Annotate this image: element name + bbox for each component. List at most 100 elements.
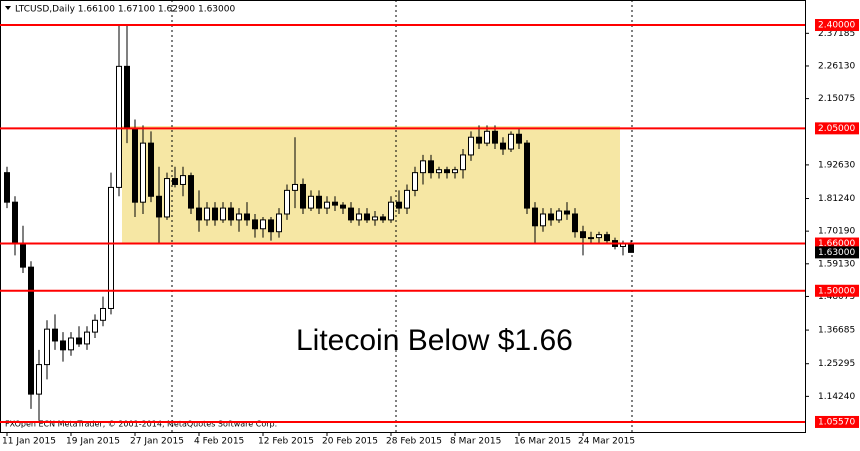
candle-body bbox=[556, 210, 562, 221]
candle-body bbox=[500, 142, 506, 150]
candle-body bbox=[172, 178, 178, 185]
candle-body bbox=[508, 133, 514, 150]
candle-body bbox=[92, 319, 98, 333]
level-label-box bbox=[815, 122, 859, 135]
candle-body bbox=[228, 207, 234, 221]
candle-body bbox=[196, 207, 202, 221]
candle-body bbox=[124, 65, 130, 129]
current-price-label: 1.63000 bbox=[818, 248, 855, 258]
candle-body bbox=[436, 169, 442, 174]
candle-body bbox=[36, 364, 42, 395]
candle-body bbox=[404, 189, 410, 209]
candle-body bbox=[12, 201, 18, 245]
candle-body bbox=[572, 213, 578, 233]
candle-body bbox=[396, 201, 402, 209]
candle-body bbox=[444, 169, 450, 174]
candle-body bbox=[116, 65, 122, 188]
candle-body bbox=[468, 136, 474, 156]
candle-body bbox=[380, 216, 386, 221]
candle-body bbox=[292, 183, 298, 191]
candle-body bbox=[564, 210, 570, 215]
y-tick-label: 2.15075 bbox=[818, 94, 855, 104]
y-tick-label: 1.25295 bbox=[818, 359, 855, 369]
y-tick-label: 1.81240 bbox=[818, 194, 855, 204]
candle-body bbox=[76, 337, 82, 345]
candle-body bbox=[284, 189, 290, 215]
level-label-box bbox=[815, 19, 859, 32]
candle-body bbox=[452, 169, 458, 174]
candle-body bbox=[188, 175, 194, 209]
candle-body bbox=[492, 130, 498, 144]
candle-body bbox=[428, 160, 434, 174]
candle-body bbox=[340, 204, 346, 209]
candle-body bbox=[324, 201, 330, 209]
candle-body bbox=[300, 183, 306, 209]
candle-body bbox=[244, 213, 250, 221]
level-label: 1.66000 bbox=[818, 239, 855, 249]
candle-body bbox=[484, 130, 490, 144]
header: LTCUSD,Daily 1.66100 1.67100 1.62900 1.6… bbox=[15, 5, 235, 15]
footer: FXOpen ECN MetaTrader, © 2001-2014, Meta… bbox=[5, 420, 277, 429]
candle-body bbox=[132, 127, 138, 203]
candle-body bbox=[156, 195, 162, 218]
y-tick-label: 2.37185 bbox=[818, 29, 855, 39]
candle-body bbox=[252, 219, 258, 230]
y-tick-label: 1.92630 bbox=[818, 160, 855, 170]
x-tick-label: 16 Mar 2015 bbox=[514, 437, 571, 447]
candle-body bbox=[28, 266, 34, 395]
level-label: 1.05570 bbox=[818, 417, 855, 427]
candle-body bbox=[356, 213, 362, 221]
candle-body bbox=[628, 242, 634, 253]
candle-body bbox=[604, 234, 610, 242]
plot-frame bbox=[0, 0, 806, 433]
candle-body bbox=[316, 195, 322, 209]
candle-body bbox=[372, 216, 378, 221]
x-tick-label: 12 Feb 2015 bbox=[258, 437, 314, 447]
y-tick-label: 1.36685 bbox=[818, 326, 855, 336]
candle-body bbox=[4, 172, 10, 203]
candle-body bbox=[140, 142, 146, 203]
level-label-box bbox=[815, 284, 859, 297]
x-tick-label: 24 Mar 2015 bbox=[578, 437, 635, 447]
candle-body bbox=[540, 213, 546, 227]
candle-body bbox=[68, 337, 74, 351]
plot bbox=[4, 25, 634, 421]
current-price-box bbox=[815, 246, 859, 259]
candle-body bbox=[524, 142, 530, 209]
x-tick-label: 27 Jan 2015 bbox=[130, 437, 184, 447]
y-tick-label: 1.48075 bbox=[818, 292, 855, 302]
candle-body bbox=[148, 142, 154, 197]
candle-body bbox=[516, 133, 522, 144]
x-tick-label: 11 Jan 2015 bbox=[2, 437, 56, 447]
candle-body bbox=[348, 207, 354, 221]
candle-body bbox=[420, 160, 426, 174]
x-tick-label: 20 Feb 2015 bbox=[322, 437, 378, 447]
candle-body bbox=[580, 231, 586, 239]
y-tick-label: 1.14240 bbox=[818, 392, 855, 402]
y-tick-label: 2.26130 bbox=[818, 61, 855, 71]
level-label-box bbox=[815, 415, 859, 428]
candle-body bbox=[308, 195, 314, 209]
candle-body bbox=[260, 219, 266, 230]
x-tick-label: 28 Feb 2015 bbox=[386, 437, 442, 447]
candle-body bbox=[460, 154, 466, 171]
candle-body bbox=[276, 213, 282, 233]
candle-body bbox=[220, 207, 226, 221]
candle-body bbox=[100, 307, 106, 321]
y-tick-label: 1.70190 bbox=[818, 227, 855, 237]
candle-body bbox=[476, 136, 482, 144]
candle-body bbox=[84, 331, 90, 345]
candle-body bbox=[108, 186, 114, 309]
candle-body bbox=[44, 328, 50, 366]
candle-body bbox=[52, 328, 58, 342]
annotation: Litecoin Below $1.66 bbox=[296, 324, 573, 357]
level-label: 2.40000 bbox=[818, 21, 855, 31]
level-label: 2.05000 bbox=[818, 124, 855, 134]
candle-body bbox=[364, 213, 370, 221]
menu-icon[interactable] bbox=[5, 6, 11, 10]
level-label: 1.50000 bbox=[818, 286, 855, 296]
y-tick-label: 1.59130 bbox=[818, 259, 855, 269]
candle-body bbox=[412, 172, 418, 191]
candle-body bbox=[180, 175, 186, 185]
